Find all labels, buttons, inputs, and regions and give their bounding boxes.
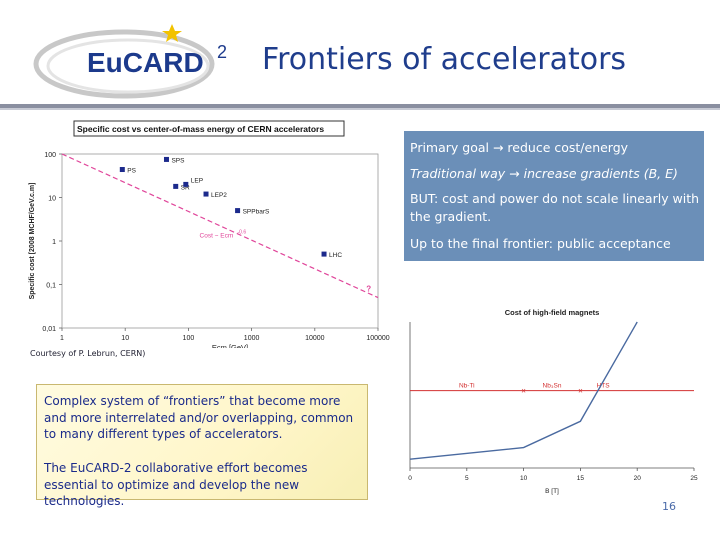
logo-swoosh-inner bbox=[46, 38, 210, 94]
chart2-x-tick-label: 25 bbox=[690, 475, 698, 482]
goal-traditional: Traditional way → increase gradients (B,… bbox=[410, 166, 678, 181]
chart1-point-label: PS bbox=[127, 168, 136, 175]
chart1-x-tick-label: 100 bbox=[183, 335, 195, 342]
chart2-x-tick-label: 0 bbox=[408, 475, 412, 482]
page-number: 16 bbox=[662, 500, 676, 513]
chart1-point bbox=[235, 208, 241, 214]
chart1-x-tick-label: 100000 bbox=[366, 335, 389, 342]
chart1-point bbox=[119, 167, 125, 173]
chart1-title: Specific cost vs center-of-mass energy o… bbox=[77, 124, 324, 134]
chart1-point bbox=[203, 191, 209, 197]
title-divider bbox=[0, 104, 720, 108]
chart1-y-tick-label: 1 bbox=[52, 239, 56, 246]
chart2-region-label: Nb-Ti bbox=[459, 383, 475, 390]
chart1-point-label: SPS bbox=[171, 157, 185, 164]
goal-but: BUT: cost and power do not scale linearl… bbox=[410, 191, 700, 224]
goal-final-frontier: Up to the final frontier: public accepta… bbox=[410, 236, 671, 251]
courtesy-note: Courtesy of P. Lebrun, CERN) bbox=[30, 349, 146, 358]
goal-primary: Primary goal → reduce cost/energy bbox=[410, 140, 629, 155]
chart2-region-marker: × bbox=[521, 387, 526, 396]
chart1-trend-line bbox=[61, 153, 379, 299]
chart1-point-label: ? bbox=[366, 285, 371, 294]
eucard-paragraph: The EuCARD-2 collaborative effort become… bbox=[44, 461, 308, 508]
chart2-cost-curve bbox=[409, 321, 638, 460]
chart1-x-tick-label: 10 bbox=[121, 335, 129, 342]
chart1-plot-area bbox=[61, 153, 379, 329]
cost-vs-energy-chart: Specific cost vs center-of-mass energy o… bbox=[29, 120, 390, 348]
chart2-background bbox=[404, 300, 704, 500]
chart1-trend-exponent: -0.6 bbox=[238, 230, 247, 236]
chart1-y-label: Specific cost [2008 MCHF/GeV.c.m] bbox=[29, 183, 36, 300]
chart2-x-tick-label: 5 bbox=[465, 475, 469, 482]
complex-system-box: Complex system of “frontiers” that becom… bbox=[36, 384, 368, 508]
eucard-logo: EuCARD 2 bbox=[32, 20, 242, 100]
chart1-y-tick-label: 0,1 bbox=[46, 283, 56, 290]
logo-star-icon bbox=[162, 24, 182, 42]
complex-paragraph: Complex system of “frontiers” that becom… bbox=[44, 394, 354, 441]
magnet-cost-chart: Cost of high-field magnets 0 5 10 15 20 25 B [T… bbox=[404, 300, 704, 500]
chart2-region-label: Nb₃Sn bbox=[543, 383, 562, 390]
chart1-point bbox=[173, 183, 179, 189]
chart1-x-tick-label: 1 bbox=[60, 335, 64, 342]
chart1-point-label: LHC bbox=[329, 252, 342, 259]
chart2-region-marker: × bbox=[578, 387, 583, 396]
chart2-x-label: B [T] bbox=[545, 488, 559, 495]
chart1-point-label: SPPbarS bbox=[243, 209, 270, 216]
chart1-x-tick-label: 10000 bbox=[305, 335, 325, 342]
logo-swoosh bbox=[33, 29, 215, 99]
chart1-y-tick-label: 10 bbox=[48, 196, 56, 203]
chart1-y-tick-label: 100 bbox=[44, 152, 56, 159]
chart1-point-label: LEP2 bbox=[211, 192, 227, 199]
goals-box: Primary goal → reduce cost/energy Tradit… bbox=[404, 131, 704, 261]
chart1-trend-label: Cost ~ Ecm bbox=[200, 233, 234, 240]
chart2-title: Cost of high-field magnets bbox=[505, 308, 600, 317]
page-title: Frontiers of accelerators bbox=[262, 42, 627, 77]
chart2-x-tick-label: 10 bbox=[520, 475, 528, 482]
chart1-point bbox=[163, 156, 169, 162]
chart1-point-label: LEP bbox=[191, 177, 203, 184]
title-divider-shadow bbox=[0, 108, 720, 110]
logo-text: EuCARD bbox=[87, 47, 204, 78]
chart1-point-label: SR bbox=[181, 184, 190, 191]
logo-superscript: 2 bbox=[217, 42, 227, 62]
chart2-x-tick-label: 20 bbox=[634, 475, 642, 482]
chart1-x-label: Ecm [GeV] bbox=[212, 343, 248, 348]
chart1-point bbox=[321, 251, 327, 257]
chart2-x-tick-label: 15 bbox=[577, 475, 585, 482]
chart1-y-tick-label: 0,01 bbox=[42, 326, 56, 333]
chart1-point bbox=[183, 181, 189, 187]
chart1-x-tick-label: 1000 bbox=[244, 335, 260, 342]
chart1-title-box bbox=[73, 120, 345, 137]
chart2-region-label: HTS bbox=[597, 383, 611, 390]
